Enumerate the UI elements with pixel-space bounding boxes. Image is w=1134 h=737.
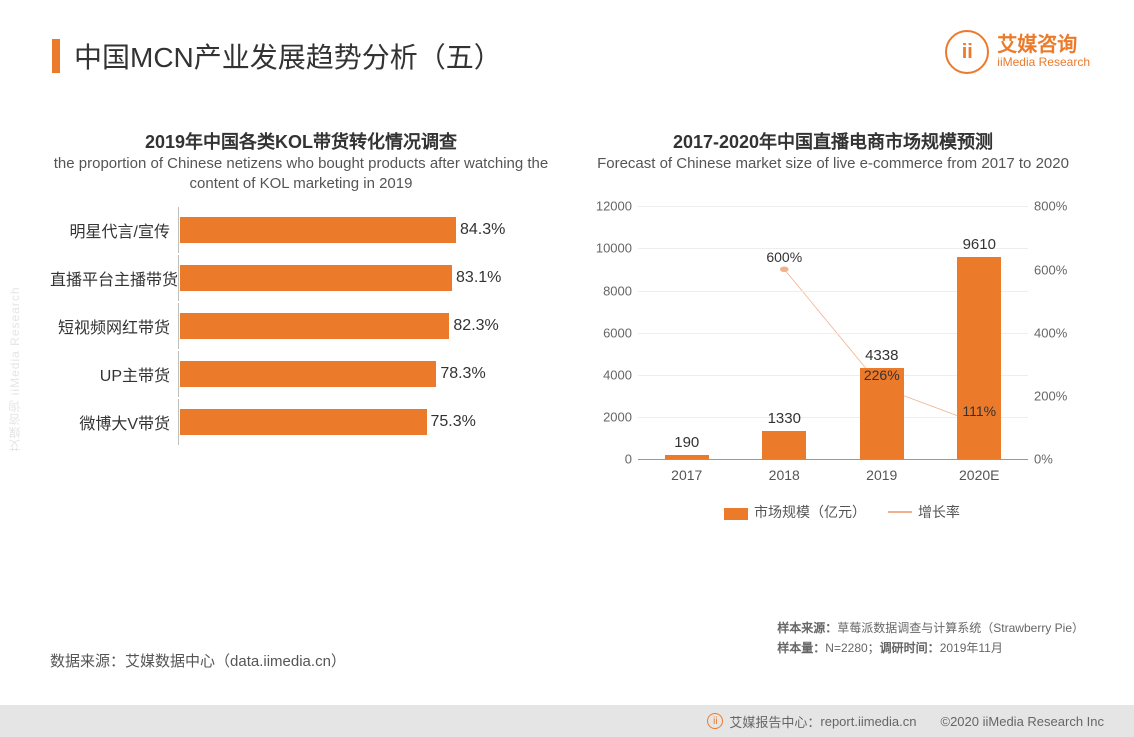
legend-label-line: 增长率 — [918, 504, 960, 520]
y1-tick: 6000 — [603, 325, 632, 340]
hbar-label: 明星代言/宣传 — [50, 218, 180, 242]
live-ecommerce-chart: 2017-2020年中国直播电商市场规模预测 Forecast of Chine… — [582, 120, 1084, 522]
right-chart-title-cn: 2017-2020年中国直播电商市场规模预测 — [582, 128, 1084, 154]
y1-tick: 12000 — [596, 199, 632, 214]
sample-time-label: 调研时间： — [880, 641, 940, 655]
y1-tick: 10000 — [596, 241, 632, 256]
left-chart-title-cn: 2019年中国各类KOL带货转化情况调查 — [50, 128, 552, 154]
hbar-value: 78.3% — [440, 365, 485, 383]
left-chart-title-en: the proportion of Chinese netizens who b… — [50, 154, 552, 195]
data-source-text: 艾媒数据中心（data.iimedia.cn） — [125, 653, 346, 670]
hbar-track: 75.3% — [180, 409, 552, 435]
legend-swatch-bar — [724, 508, 748, 520]
hbar-fill: 84.3% — [180, 217, 456, 243]
growth-rate-label: 226% — [864, 367, 900, 383]
footer-site: report.iimedia.cn — [820, 714, 916, 729]
bar-value-label: 1330 — [768, 410, 801, 427]
growth-rate-label: 111% — [962, 403, 996, 419]
footer-copyright: ©2020 iiMedia Research Inc — [941, 714, 1105, 729]
market-size-bar: 9610 — [957, 257, 1001, 460]
hbar-row: 明星代言/宣传84.3% — [50, 217, 552, 243]
sample-size-label: 样本量： — [777, 641, 825, 655]
sample-size: N=2280； — [825, 641, 879, 655]
charts-row: 2019年中国各类KOL带货转化情况调查 the proportion of C… — [50, 120, 1084, 522]
y1-tick: 4000 — [603, 367, 632, 382]
y2-tick: 200% — [1034, 389, 1067, 404]
y1-tick: 2000 — [603, 410, 632, 425]
sample-info: 样本来源：草莓派数据调查与计算系统（Strawberry Pie） 样本量：N=… — [777, 618, 1084, 659]
page-header: 中国MCN产业发展趋势分析（五） — [52, 36, 502, 76]
hbar-track: 83.1% — [180, 265, 552, 291]
hbar-fill: 82.3% — [180, 313, 449, 339]
category-label: 2020E — [959, 467, 999, 483]
hbar-label: UP主带货 — [50, 362, 180, 386]
sample-time: 2019年11月 — [940, 641, 1003, 655]
hbar-value: 83.1% — [456, 269, 501, 287]
right-chart-title-en: Forecast of Chinese market size of live … — [582, 154, 1084, 174]
logo-icon: ii — [945, 30, 989, 74]
bar-value-label: 9610 — [963, 236, 996, 253]
watermark: 艾媒咨询 iiMedia Research — [6, 286, 23, 451]
page-title: 中国MCN产业发展趋势分析（五） — [74, 36, 502, 76]
grid-line — [638, 206, 1028, 207]
hbar-value: 82.3% — [453, 317, 498, 335]
y2-tick: 800% — [1034, 199, 1067, 214]
y1-tick: 0 — [625, 452, 632, 467]
logo-text-en: iiMedia Research — [997, 56, 1090, 69]
kol-conversion-chart: 2019年中国各类KOL带货转化情况调查 the proportion of C… — [50, 120, 552, 522]
hbar-track: 78.3% — [180, 361, 552, 387]
sample-source: 草莓派数据调查与计算系统（Strawberry Pie） — [837, 621, 1084, 635]
footer: ii 艾媒报告中心： report.iimedia.cn ©2020 iiMed… — [0, 705, 1134, 737]
hbar-body: 明星代言/宣传84.3%直播平台主播带货83.1%短视频网红带货82.3%UP主… — [50, 217, 552, 435]
hbar-fill: 75.3% — [180, 409, 427, 435]
hbar-label: 短视频网红带货 — [50, 314, 180, 338]
hbar-row: UP主带货78.3% — [50, 361, 552, 387]
sample-source-label: 样本来源： — [777, 621, 837, 635]
hbar-track: 82.3% — [180, 313, 552, 339]
y2-tick: 400% — [1034, 325, 1067, 340]
category-label: 2018 — [769, 467, 800, 483]
combo-legend: 市场规模（亿元） 增长率 — [582, 502, 1084, 522]
hbar-value: 84.3% — [460, 221, 505, 239]
market-size-bar: 1330 — [762, 431, 806, 459]
hbar-fill: 78.3% — [180, 361, 436, 387]
combo-area: 0 2000 4000 6000 8000 10000 12000 0% 200% 400% 600… — [582, 192, 1084, 522]
data-source-label: 数据来源： — [50, 653, 125, 670]
market-size-bar: 190 — [665, 455, 709, 459]
growth-rate-label: 600% — [766, 249, 802, 265]
y1-tick: 8000 — [603, 283, 632, 298]
y2-tick: 600% — [1034, 262, 1067, 277]
bar-value-label: 190 — [674, 434, 699, 451]
hbar-fill: 83.1% — [180, 265, 452, 291]
footer-label: 艾媒报告中心： — [729, 712, 820, 731]
brand-logo: ii 艾媒咨询 iiMedia Research — [945, 30, 1090, 74]
logo-text-cn: 艾媒咨询 — [997, 34, 1090, 56]
hbar-row: 短视频网红带货82.3% — [50, 313, 552, 339]
hbar-row: 微博大V带货75.3% — [50, 409, 552, 435]
legend-label-bar: 市场规模（亿元） — [754, 504, 866, 520]
footer-logo-icon: ii — [707, 713, 723, 729]
hbar-label: 微博大V带货 — [50, 410, 180, 434]
bar-value-label: 4338 — [865, 347, 898, 364]
hbar-label: 直播平台主播带货 — [50, 266, 180, 290]
category-label: 2019 — [866, 467, 897, 483]
hbar-row: 直播平台主播带货83.1% — [50, 265, 552, 291]
legend-swatch-line — [888, 511, 912, 513]
combo-plot: 0200040006000800010000120000%200%400%600… — [638, 206, 1028, 460]
hbar-value: 75.3% — [431, 413, 476, 431]
y2-tick: 0% — [1034, 452, 1053, 467]
category-label: 2017 — [671, 467, 702, 483]
hbar-track: 84.3% — [180, 217, 552, 243]
data-source: 数据来源：艾媒数据中心（data.iimedia.cn） — [50, 650, 346, 671]
header-accent-bar — [52, 39, 60, 73]
